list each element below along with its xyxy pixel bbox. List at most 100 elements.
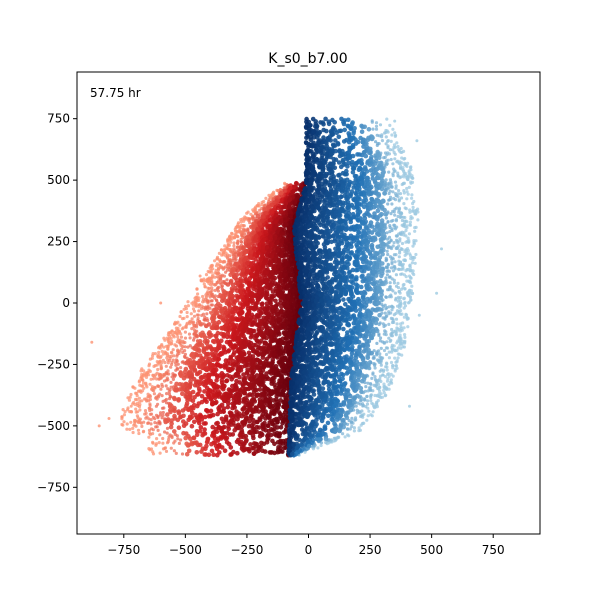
- scatter-point: [216, 319, 222, 325]
- scatter-point: [200, 357, 206, 362]
- scatter-point: [253, 444, 258, 449]
- scatter-point: [223, 244, 227, 248]
- scatter-point: [197, 296, 201, 300]
- scatter-point: [248, 334, 254, 340]
- scatter-point: [233, 227, 237, 231]
- scatter-point: [166, 378, 170, 382]
- scatter-point: [133, 418, 137, 422]
- scatter-point: [273, 219, 278, 225]
- scatter-point: [144, 411, 148, 415]
- scatter-point: [261, 237, 267, 242]
- scatter-point: [241, 340, 247, 346]
- scatter-point: [278, 309, 283, 314]
- scatter-point: [248, 261, 254, 267]
- scatter-point: [209, 448, 215, 454]
- scatter-point: [157, 441, 161, 445]
- scatter-point: [170, 435, 174, 440]
- scatter-point: [223, 247, 227, 252]
- scatter-point: [268, 234, 273, 240]
- scatter-point: [185, 315, 189, 319]
- scatter-point: [156, 367, 160, 372]
- scatter-point: [210, 412, 216, 418]
- scatter-point: [146, 370, 150, 374]
- scatter-point: [215, 257, 219, 261]
- scatter-point: [134, 391, 138, 395]
- scatter-point: [190, 398, 196, 404]
- scatter-point: [240, 407, 245, 412]
- scatter-point: [176, 362, 180, 366]
- scatter-point: [160, 382, 164, 386]
- scatter-point: [210, 299, 214, 303]
- scatter-point: [201, 347, 207, 352]
- scatter-point: [213, 400, 218, 406]
- scatter-point: [224, 378, 230, 383]
- scatter-point: [246, 239, 252, 244]
- scatter-point: [175, 354, 179, 358]
- scatter-point: [217, 251, 221, 255]
- scatter-point: [248, 221, 252, 225]
- scatter-point: [158, 451, 162, 455]
- scatter-point: [213, 283, 217, 287]
- scatter-point: [286, 225, 292, 231]
- scatter-point: [134, 407, 138, 411]
- scatter-point: [224, 251, 228, 255]
- scatter-point: [245, 269, 250, 275]
- scatter-point: [283, 253, 288, 258]
- scatter-point: [190, 317, 194, 321]
- scatter-point: [257, 202, 261, 206]
- scatter-point: [226, 441, 232, 447]
- scatter-point: [232, 350, 237, 355]
- scatter-point: [379, 346, 383, 350]
- scatter-point: [157, 350, 161, 354]
- scatter-point: [272, 352, 277, 357]
- scatter-point: [161, 399, 165, 403]
- scatter-point: [139, 390, 143, 394]
- scatter-point: [129, 410, 133, 414]
- scatter-point: [204, 443, 209, 449]
- scatter-point: [168, 388, 172, 392]
- scatter-point: [206, 372, 212, 378]
- scatter-point: [251, 216, 255, 220]
- scatter-point: [247, 430, 252, 435]
- scatter-point: [259, 373, 265, 378]
- scatter-point: [232, 299, 237, 305]
- scatter-point: [391, 127, 395, 131]
- scatter-point: [238, 311, 243, 316]
- scatter-point: [221, 386, 226, 392]
- scatter-point: [192, 440, 198, 446]
- scatter-point: [144, 375, 149, 379]
- scatter-point: [229, 248, 234, 252]
- scatter-point: [251, 328, 257, 334]
- scatter-point: [224, 435, 230, 441]
- scatter-point: [210, 338, 216, 344]
- scatter-point: [288, 185, 293, 191]
- scatter-point: [173, 439, 177, 443]
- scatter-point: [148, 403, 152, 408]
- scatter-point: [260, 301, 265, 307]
- scatter-point: [230, 432, 236, 437]
- scatter-point: [222, 346, 227, 351]
- scatter-point: [161, 436, 165, 441]
- scatter-point: [151, 428, 155, 432]
- scatter-point: [257, 397, 263, 402]
- scatter-point: [201, 312, 206, 316]
- scatter-point: [179, 438, 183, 442]
- scatter-point: [242, 224, 246, 228]
- scatter-point: [269, 404, 274, 410]
- scatter-point: [148, 397, 152, 402]
- scatter-point: [226, 426, 231, 432]
- scatter-point: [243, 228, 247, 232]
- scatter-point: [180, 347, 184, 351]
- scatter-point: [258, 430, 263, 436]
- scatter-point: [143, 409, 148, 413]
- scatter-point: [129, 404, 133, 408]
- scatter-point: [236, 425, 241, 431]
- scatter-point: [174, 451, 178, 455]
- scatter-point: [172, 429, 177, 434]
- scatter-point: [283, 181, 287, 185]
- scatter-point: [236, 239, 240, 243]
- scatter-point: [266, 312, 272, 317]
- scatter-point: [216, 271, 220, 275]
- scatter-point: [198, 333, 202, 337]
- scatter-point: [213, 259, 217, 263]
